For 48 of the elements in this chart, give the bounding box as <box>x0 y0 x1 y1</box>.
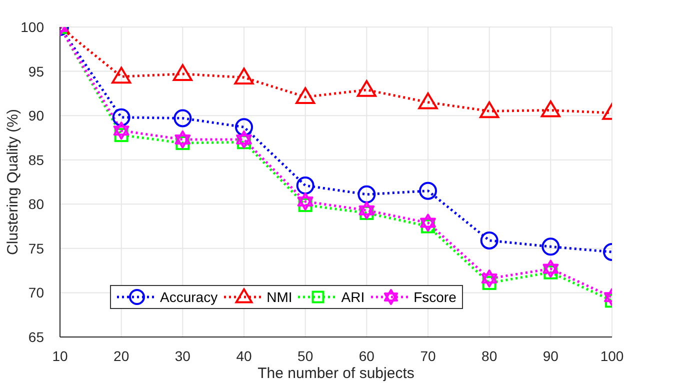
point <box>296 176 314 195</box>
point <box>481 270 498 288</box>
x-tick-label: 20 <box>114 348 130 364</box>
point <box>297 192 314 210</box>
point <box>418 92 438 110</box>
legend-label: ARI <box>341 289 365 305</box>
x-axis-title: The number of subjects <box>258 365 414 382</box>
point <box>174 130 191 148</box>
point <box>112 108 130 126</box>
y-tick-label: 90 <box>28 108 44 124</box>
point <box>480 231 498 250</box>
x-tick-label: 10 <box>52 348 68 364</box>
point <box>235 118 253 136</box>
y-tick-label: 100 <box>20 18 44 35</box>
point <box>174 109 192 128</box>
point <box>480 101 500 118</box>
y-tick-label: 65 <box>28 328 44 345</box>
y-tick-label: 80 <box>28 196 44 212</box>
point <box>542 238 560 256</box>
x-tick-label: 60 <box>358 348 375 364</box>
legend-label: Accuracy <box>160 289 218 305</box>
point <box>113 122 130 140</box>
x-tick-label: 80 <box>482 348 498 364</box>
y-tick-label: 85 <box>28 152 44 168</box>
point <box>234 68 254 84</box>
point <box>420 214 436 232</box>
y-tick-label: 75 <box>28 240 44 256</box>
point <box>540 100 560 118</box>
x-tick-label: 100 <box>600 348 624 364</box>
point <box>172 64 192 81</box>
point <box>236 130 252 148</box>
y-tick-label: 95 <box>28 63 44 80</box>
point <box>419 182 437 200</box>
x-tick-label: 50 <box>298 348 314 364</box>
point <box>112 66 132 84</box>
point <box>542 260 559 278</box>
point <box>358 201 375 220</box>
x-tick-label: 40 <box>236 348 252 364</box>
legend-label: NMI <box>266 289 292 305</box>
x-tick-label: 30 <box>174 348 191 364</box>
legend-label: Fscore <box>414 289 456 305</box>
x-tick-label: 70 <box>420 348 436 364</box>
point <box>356 80 376 97</box>
y-axis-title: Clustering Quality (%) <box>4 109 22 255</box>
y-tick-label: 70 <box>28 284 44 301</box>
point <box>296 87 316 104</box>
point <box>358 185 376 204</box>
x-tick-label: 90 <box>542 348 559 364</box>
